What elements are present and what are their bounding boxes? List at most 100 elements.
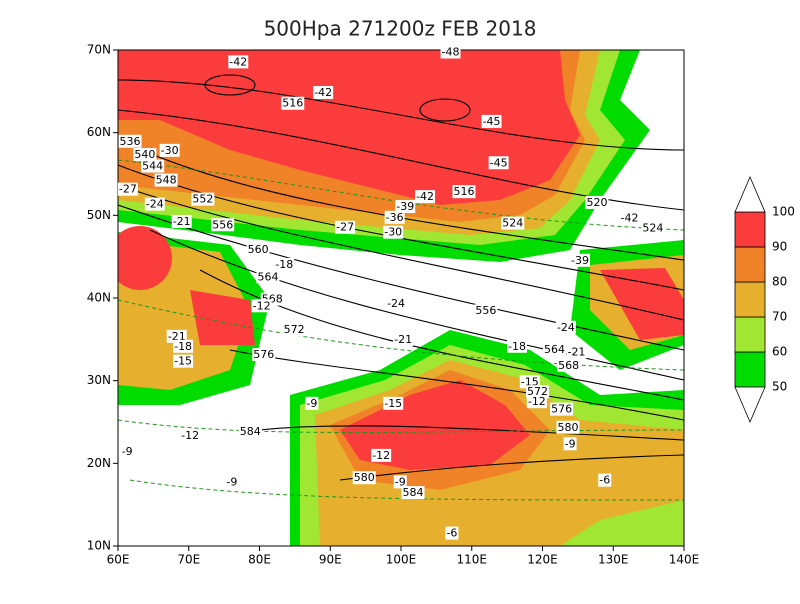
contour-label: 548 (156, 174, 177, 187)
contour-label: 544 (142, 160, 163, 173)
contour-label: 572 (284, 323, 305, 336)
contour-label: -27 (336, 221, 354, 234)
contour-label: 576 (253, 348, 274, 361)
contour-label-bg (566, 345, 587, 359)
colorbar-label: 50 (772, 380, 787, 394)
shaded-field (118, 50, 684, 546)
contour-label: -42 (229, 55, 247, 68)
contour-label: 564 (257, 270, 278, 283)
contour-label: -21 (168, 330, 186, 343)
contour-label-bg (563, 437, 577, 451)
contour-label: -30 (384, 226, 402, 239)
contour-label: -45 (483, 115, 501, 128)
contour-label-bg (274, 257, 295, 271)
contour-label-bg (133, 147, 157, 161)
contour-label-bg (225, 475, 239, 489)
contour-label: 524 (642, 222, 663, 235)
contour-label-bg (171, 214, 192, 228)
contour-label-bg (335, 220, 356, 234)
contour-label: 564 (544, 343, 565, 356)
contour-label: -39 (396, 200, 414, 213)
colorbar-box (734, 316, 766, 353)
contour-label-bg (557, 358, 581, 372)
contour-label-bg (144, 197, 165, 211)
contour-label: -9 (565, 437, 576, 450)
contour-label-bg (488, 156, 509, 170)
contour-label-bg (585, 195, 609, 209)
colorbar-box (734, 281, 766, 318)
contour-label-bg (556, 420, 580, 434)
contour-label: 584 (240, 425, 261, 438)
contour-label-bg (383, 225, 404, 239)
contour-label: -18 (174, 340, 192, 353)
colorbar-box (734, 351, 766, 388)
contour-label: -9 (226, 475, 237, 488)
y-tick-label: 20N (87, 456, 111, 470)
contour-label-bg (543, 343, 567, 357)
contour-label-bg (440, 45, 461, 59)
contour-label-bg (519, 375, 540, 389)
contour-label-bg (393, 333, 414, 347)
y-tick-label: 50N (87, 208, 111, 222)
contour-label-bg (641, 221, 665, 235)
contour-label: 580 (354, 471, 375, 484)
contour-label-bg (191, 192, 215, 206)
colorbar-label: 100 (772, 205, 795, 219)
y-tick-label: 70N (87, 43, 111, 57)
contour-label-bg (228, 55, 249, 69)
contour-label-bg (507, 339, 528, 353)
contour-label: -9 (306, 397, 317, 410)
contour-label: -15 (174, 355, 192, 368)
contour-label-bg (251, 299, 272, 313)
contour-label-bg (180, 429, 201, 443)
contour-label: 556 (475, 304, 496, 317)
contour-label-bg (393, 475, 407, 489)
contour-label: -42 (621, 212, 639, 225)
contour-label-bg (281, 96, 305, 110)
contour-label-bg (474, 304, 498, 318)
contour-label: -36 (386, 211, 404, 224)
contour-label: -18 (275, 258, 293, 271)
contour-label: -24 (557, 321, 575, 334)
contour-label: 516 (453, 185, 474, 198)
contour-label: -21 (567, 346, 585, 359)
x-tick-label: 80E (248, 553, 271, 567)
colorbar-arrow-top (734, 175, 766, 213)
contour-label-bg (383, 396, 404, 410)
contour-label-bg (395, 200, 416, 214)
contour-label-bg (173, 339, 194, 353)
x-tick-label: 90E (319, 553, 342, 567)
contour-label-bg (401, 486, 425, 500)
contour-label-bg (384, 210, 405, 224)
colorbar-label: 60 (772, 345, 787, 359)
contour-label: 572 (527, 385, 548, 398)
contour-label: -12 (372, 449, 390, 462)
contour-label: -15 (384, 397, 402, 410)
contour-label: -18 (508, 340, 526, 353)
contour-label-bg (619, 211, 640, 225)
x-tick-label: 140E (669, 553, 700, 567)
contour-label: 516 (282, 97, 303, 110)
x-tick-label: 60E (107, 553, 130, 567)
x-tick-label: 70E (177, 553, 200, 567)
y-tick-label: 40N (87, 291, 111, 305)
contour-label: -48 (442, 45, 460, 58)
contour-label-bg (526, 385, 550, 399)
contour-label: 580 (557, 421, 578, 434)
contour-label: 560 (248, 243, 269, 256)
contour-label-bg (352, 471, 376, 485)
contour-label-bg (282, 323, 306, 337)
contour-label-bg (256, 270, 280, 284)
contour-label: -21 (394, 333, 412, 346)
contour-label-bg (305, 396, 319, 410)
contour-label-bg (445, 526, 459, 540)
contour-label: 556 (212, 218, 233, 231)
contour-label: 536 (120, 135, 141, 148)
contour-label-bg (598, 473, 612, 487)
colorbar-arrow-bottom (734, 386, 766, 424)
contour-label: -21 (173, 215, 191, 228)
x-tick-label: 130E (598, 553, 629, 567)
contour-label-bg (173, 354, 194, 368)
contour-label-bg (550, 402, 574, 416)
